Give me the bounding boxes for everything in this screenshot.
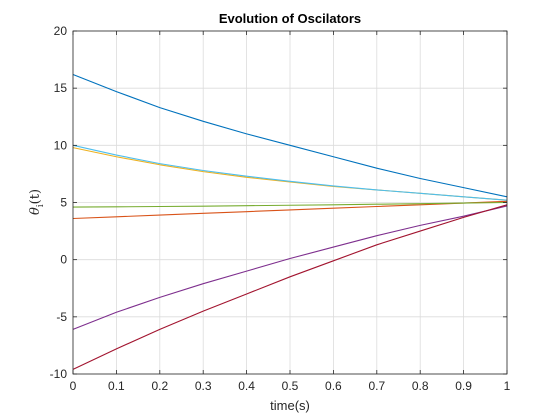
series-line-7 (72, 204, 508, 370)
x-tick-label: 0.5 (282, 379, 299, 393)
series-line-4 (72, 205, 508, 330)
x-tick-label: 0.4 (238, 379, 255, 393)
x-axis-label: time(s) (270, 398, 310, 413)
ticks (72, 30, 508, 375)
series-line-6 (72, 144, 508, 201)
x-tick-label: 0.1 (108, 379, 125, 393)
x-tick-label: 0.2 (151, 379, 168, 393)
y-tick-label: 15 (54, 81, 68, 95)
x-tick-label: 0.8 (412, 379, 429, 393)
series-line-2 (72, 200, 508, 220)
chart-title: Evolution of Oscilators (219, 11, 361, 26)
x-tick-label: 0.9 (455, 379, 472, 393)
y-axis-label-suffix: (t) (28, 189, 43, 204)
x-tick-labels: 0 0.1 0.2 0.3 0.4 0.5 0.6 0.7 0.8 0.9 1 (70, 379, 511, 393)
y-axis-label: θi(t) (28, 189, 46, 215)
x-tick-label: 0.7 (368, 379, 385, 393)
y-tick-label: 20 (54, 24, 68, 38)
x-tick-label: 0.3 (195, 379, 212, 393)
y-tick-label: 0 (60, 253, 67, 267)
series-line-1 (72, 73, 508, 198)
y-tick-label: -10 (50, 367, 68, 381)
y-axis-label-main: θ (28, 207, 43, 215)
x-tick-label: 0.6 (325, 379, 342, 393)
series-line-5 (72, 201, 508, 208)
series-lines (72, 73, 508, 370)
y-tick-label: 5 (60, 196, 67, 210)
x-tick-label: 1 (504, 379, 511, 393)
y-axis-label-sub: i (36, 204, 46, 207)
y-tick-labels: -10 -5 0 5 10 15 20 (50, 24, 68, 381)
y-tick-label: -5 (56, 310, 67, 324)
y-tick-label: 10 (54, 138, 68, 152)
x-tick-label: 0 (70, 379, 77, 393)
